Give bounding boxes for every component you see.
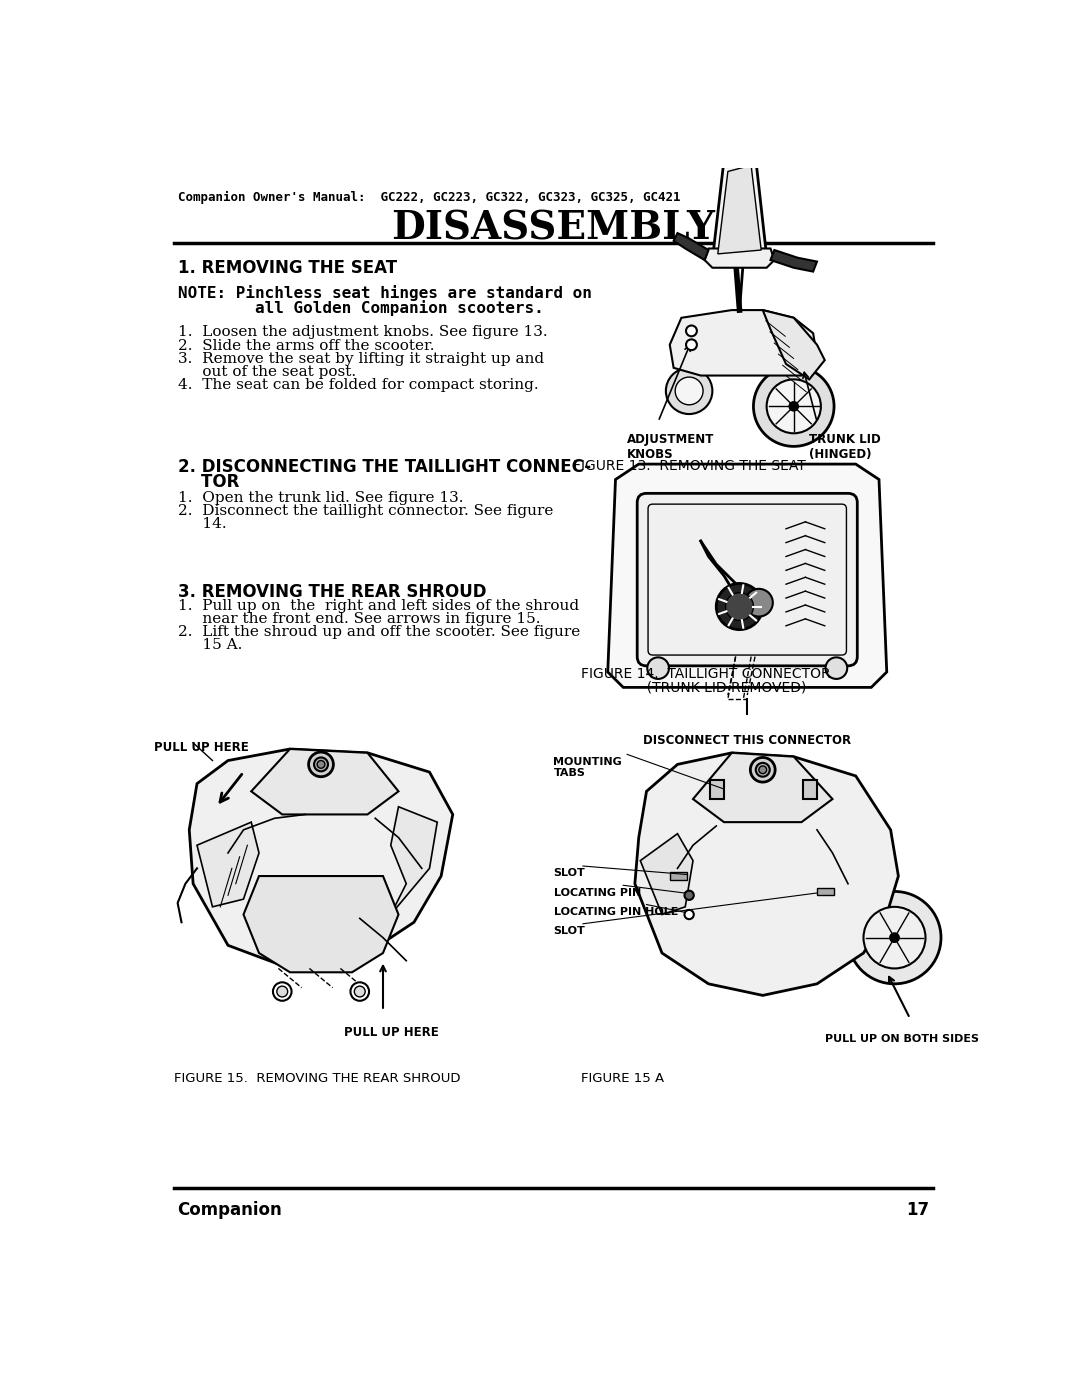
Circle shape <box>751 757 775 782</box>
Polygon shape <box>704 249 774 268</box>
Polygon shape <box>197 823 259 907</box>
Text: PULL UP HERE: PULL UP HERE <box>345 1027 438 1039</box>
Circle shape <box>686 326 697 337</box>
Text: NOTE: Pinchless seat hinges are standard on: NOTE: Pinchless seat hinges are standard… <box>177 285 592 300</box>
Circle shape <box>864 907 926 968</box>
Text: TRUNK LID
(HINGED): TRUNK LID (HINGED) <box>809 433 881 461</box>
Polygon shape <box>243 876 399 972</box>
Circle shape <box>276 986 287 997</box>
Text: 4.  The seat can be folded for compact storing.: 4. The seat can be folded for compact st… <box>177 377 538 391</box>
FancyBboxPatch shape <box>637 493 858 666</box>
Text: ADJUSTMENT
KNOBS: ADJUSTMENT KNOBS <box>627 433 715 461</box>
Circle shape <box>716 584 762 630</box>
Text: all Golden Companion scooters.: all Golden Companion scooters. <box>177 300 543 316</box>
Text: 3.  Remove the seat by lifting it straight up and: 3. Remove the seat by lifting it straigh… <box>177 352 543 366</box>
Polygon shape <box>670 310 816 376</box>
Circle shape <box>745 588 773 616</box>
Circle shape <box>767 380 821 433</box>
Text: SLOT: SLOT <box>554 926 585 936</box>
Text: MOUNTING
TABS: MOUNTING TABS <box>554 757 622 778</box>
Text: Companion Owner's Manual:  GC222, GC223, GC322, GC323, GC325, GC421: Companion Owner's Manual: GC222, GC223, … <box>177 191 680 204</box>
Text: FIGURE 13.  REMOVING THE SEAT: FIGURE 13. REMOVING THE SEAT <box>572 458 806 472</box>
Polygon shape <box>693 753 833 823</box>
Circle shape <box>889 932 900 943</box>
Polygon shape <box>189 749 453 968</box>
Text: (TRUNK LID REMOVED): (TRUNK LID REMOVED) <box>581 680 806 694</box>
Circle shape <box>789 402 798 411</box>
Text: near the front end. See arrows in figure 15.: near the front end. See arrows in figure… <box>177 612 540 626</box>
Circle shape <box>726 592 754 620</box>
Text: 2.  Lift the shroud up and off the scooter. See figure: 2. Lift the shroud up and off the scoote… <box>177 624 580 638</box>
Text: 15 A.: 15 A. <box>177 638 242 652</box>
Polygon shape <box>713 152 767 260</box>
Text: 1. REMOVING THE SEAT: 1. REMOVING THE SEAT <box>177 258 396 277</box>
Bar <box>804 780 816 799</box>
Text: Companion: Companion <box>177 1201 282 1220</box>
Text: SLOT: SLOT <box>554 869 585 879</box>
Bar <box>670 872 687 880</box>
Circle shape <box>756 763 770 777</box>
Text: FIGURE 15 A: FIGURE 15 A <box>581 1073 664 1085</box>
Polygon shape <box>391 806 437 915</box>
Circle shape <box>647 658 669 679</box>
Polygon shape <box>762 310 825 380</box>
Polygon shape <box>635 753 899 996</box>
Text: TOR: TOR <box>177 474 239 492</box>
Text: LOCATING PIN: LOCATING PIN <box>554 887 640 898</box>
Polygon shape <box>640 834 693 915</box>
Text: FIGURE 15.  REMOVING THE REAR SHROUD: FIGURE 15. REMOVING THE REAR SHROUD <box>174 1073 460 1085</box>
Circle shape <box>686 339 697 351</box>
Ellipse shape <box>723 148 757 163</box>
Text: 1.  Open the trunk lid. See figure 13.: 1. Open the trunk lid. See figure 13. <box>177 490 463 506</box>
Text: LOCATING PIN HOLE: LOCATING PIN HOLE <box>554 907 678 916</box>
Polygon shape <box>608 464 887 687</box>
Text: PULL UP ON BOTH SIDES: PULL UP ON BOTH SIDES <box>825 1034 978 1044</box>
Text: 14.: 14. <box>177 517 226 531</box>
Polygon shape <box>252 749 399 814</box>
Text: DISASSEMBLY: DISASSEMBLY <box>392 210 715 249</box>
Circle shape <box>848 891 941 983</box>
Text: FIGURE 14.  TAILLIGHT CONNECTOR: FIGURE 14. TAILLIGHT CONNECTOR <box>581 666 831 680</box>
Text: PULL UP HERE: PULL UP HERE <box>154 742 249 754</box>
Circle shape <box>759 766 767 774</box>
Text: 1.  Pull up on  the  right and left sides of the shroud: 1. Pull up on the right and left sides o… <box>177 599 579 613</box>
Circle shape <box>354 986 365 997</box>
Polygon shape <box>674 233 708 260</box>
Circle shape <box>754 366 834 447</box>
Circle shape <box>666 367 713 414</box>
Circle shape <box>273 982 292 1000</box>
Circle shape <box>309 752 334 777</box>
Text: 17: 17 <box>906 1201 930 1220</box>
Circle shape <box>685 909 693 919</box>
Bar <box>710 780 724 799</box>
Text: 2.  Slide the arms off the scooter.: 2. Slide the arms off the scooter. <box>177 338 434 352</box>
Circle shape <box>825 658 847 679</box>
Circle shape <box>318 760 325 768</box>
Circle shape <box>675 377 703 405</box>
Circle shape <box>685 891 693 900</box>
Circle shape <box>350 982 369 1000</box>
Text: DISCONNECT THIS CONNECTOR: DISCONNECT THIS CONNECTOR <box>644 733 851 746</box>
Text: 2. DISCONNECTING THE TAILLIGHT CONNEC-: 2. DISCONNECTING THE TAILLIGHT CONNEC- <box>177 458 591 476</box>
Polygon shape <box>770 250 816 271</box>
Circle shape <box>314 757 328 771</box>
Text: 1.  Loosen the adjustment knobs. See figure 13.: 1. Loosen the adjustment knobs. See figu… <box>177 326 548 339</box>
Bar <box>816 887 834 895</box>
Polygon shape <box>718 165 761 254</box>
Text: out of the seat post.: out of the seat post. <box>177 365 355 379</box>
Text: 3. REMOVING THE REAR SHROUD: 3. REMOVING THE REAR SHROUD <box>177 584 486 602</box>
Text: 2.  Disconnect the taillight connector. See figure: 2. Disconnect the taillight connector. S… <box>177 504 553 518</box>
